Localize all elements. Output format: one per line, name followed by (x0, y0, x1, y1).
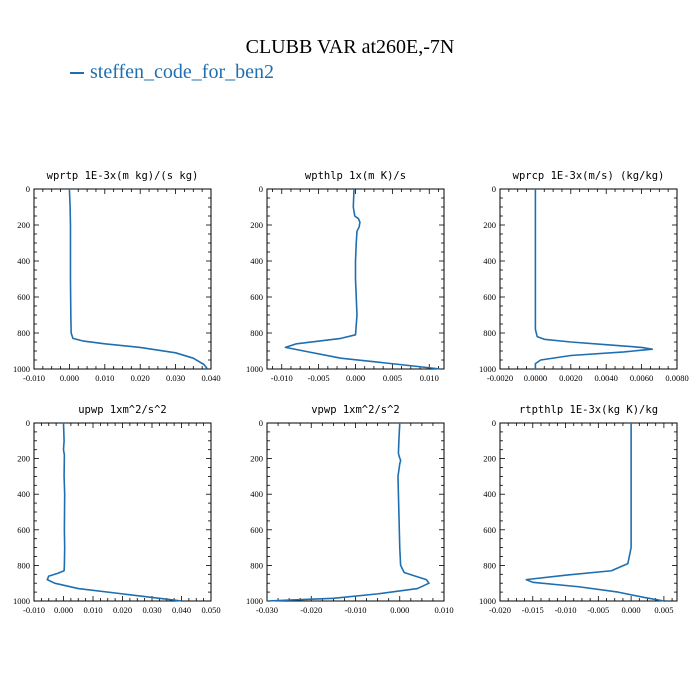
y-tick-label: 400 (17, 489, 30, 499)
x-tick-label: 0.010 (95, 373, 114, 383)
chart-panel-1: wprtp 1E-3x(m kg)/(s kg) 0 200 400 600 800 100… (13, 170, 221, 383)
series-line (46, 422, 182, 602)
chart-panel-3: wprcp 1E-3x(m/s) (kg/kg) 0 200 400 600 800 100… (479, 170, 689, 383)
x-tick-label: 0.0060 (630, 373, 653, 383)
panel-title: rtpthlp 1E-3x(kg K)/kg (519, 404, 658, 416)
series-line (284, 188, 441, 370)
x-tick-label: -0.020 (300, 605, 322, 615)
x-tick-label: -0.010 (555, 605, 577, 615)
y-tick-label: 400 (483, 256, 496, 266)
chart-panel-5: vpwp 1xm^2/s^2 0 200 400 600 800 1000-0.030 -0.… (246, 404, 454, 615)
legend-label: steffen_code_for_ben2 (90, 61, 275, 83)
x-tick-label: -0.005 (587, 605, 609, 615)
y-tick-label: 800 (17, 328, 30, 338)
y-tick-label: 400 (17, 256, 30, 266)
panel-title: upwp 1xm^2/s^2 (78, 404, 167, 416)
x-tick-label: 0.000 (346, 373, 365, 383)
x-tick-label: -0.010 (23, 605, 45, 615)
panel-title: wprcp 1E-3x(m/s) (kg/kg) (513, 170, 665, 182)
plot-frame (499, 188, 678, 370)
y-tick-label: 1000 (479, 596, 496, 606)
y-tick-label: 200 (250, 454, 263, 464)
chart-panel-2: wpthlp 1x(m K)/s 0 200 400 600 800 1000 -0.010 -… (246, 170, 445, 383)
panel-title: wprtp 1E-3x(m kg)/(s kg) (47, 170, 199, 182)
x-tick-label: 0.020 (113, 605, 132, 615)
x-tick-label: -0.0020 (487, 373, 513, 383)
panel-title: wpthlp 1x(m K)/s (305, 170, 406, 182)
y-tick-label: 200 (483, 454, 496, 464)
x-tick-label: -0.005 (308, 373, 330, 383)
x-tick-label: 0.000 (622, 605, 641, 615)
y-tick-label: 600 (250, 525, 263, 535)
y-tick-label: 800 (17, 560, 30, 570)
y-tick-label: 400 (250, 256, 263, 266)
figure-title: CLUBB VAR at260E,-7N (245, 36, 455, 58)
y-tick-label: 0 (492, 184, 496, 194)
y-tick-label: 800 (483, 560, 496, 570)
y-tick-label: 200 (250, 220, 263, 230)
x-tick-label: -0.020 (489, 605, 511, 615)
plot-frame (33, 422, 212, 602)
x-tick-label: 0.020 (131, 373, 150, 383)
y-tick-label: 600 (17, 292, 30, 302)
series-line (266, 422, 430, 602)
y-tick-label: 400 (250, 489, 263, 499)
x-tick-label: 0.040 (172, 605, 191, 615)
y-tick-label: 600 (483, 525, 496, 535)
y-tick-label: 600 (250, 292, 263, 302)
x-tick-label: 0.010 (83, 605, 102, 615)
y-tick-label: 0 (259, 418, 263, 428)
x-tick-label: 0.000 (60, 373, 79, 383)
plot-frame (266, 422, 445, 602)
x-tick-label: 0.050 (201, 605, 220, 615)
x-tick-label: 0.010 (434, 605, 453, 615)
x-tick-label: 0.030 (142, 605, 161, 615)
x-tick-label: -0.010 (271, 373, 293, 383)
y-tick-label: 600 (483, 292, 496, 302)
y-tick-label: 1000 (246, 364, 263, 374)
y-tick-label: 200 (17, 454, 30, 464)
series-line (525, 423, 665, 602)
y-tick-label: 200 (483, 220, 496, 230)
chart-panel-6: rtpthlp 1E-3x(kg K)/kg02004006008001000-… (479, 404, 678, 615)
y-tick-label: 1000 (13, 596, 30, 606)
x-tick-label: -0.010 (23, 373, 45, 383)
y-tick-label: 200 (17, 220, 30, 230)
x-tick-label: -0.030 (256, 605, 278, 615)
y-tick-label: 0 (26, 184, 30, 194)
x-tick-label: 0.040 (201, 373, 220, 383)
x-tick-label: 0.000 (54, 605, 73, 615)
x-tick-label: -0.010 (345, 605, 367, 615)
x-tick-label: 0.005 (383, 373, 402, 383)
plot-frame (499, 422, 678, 602)
x-tick-label: 0.0080 (665, 373, 688, 383)
x-tick-label: -0.015 (522, 605, 544, 615)
y-tick-label: 800 (250, 560, 263, 570)
series-line (68, 188, 209, 370)
y-tick-label: 0 (492, 418, 496, 428)
y-tick-label: 0 (26, 418, 30, 428)
panel-title: vpwp 1xm^2/s^2 (311, 404, 400, 416)
y-tick-label: 1000 (13, 364, 30, 374)
legend-line-swatch (70, 72, 84, 75)
y-tick-label: 800 (483, 328, 496, 338)
x-tick-label: 0.010 (420, 373, 439, 383)
x-tick-label: 0.030 (166, 373, 185, 383)
series-line (534, 189, 654, 369)
x-tick-label: 0.0040 (595, 373, 618, 383)
legend-entry: steffen_code_for_ben2 (70, 61, 274, 84)
x-tick-label: 0.005 (654, 605, 673, 615)
y-tick-label: 800 (250, 328, 263, 338)
chart-panel-4: upwp 1xm^2/s^2 0 200 400 600 800 1000-0.010 0.0… (13, 404, 221, 615)
x-tick-label: 0.0020 (559, 373, 582, 383)
y-tick-label: 1000 (246, 596, 263, 606)
plot-frame (33, 188, 212, 370)
y-tick-label: 400 (483, 489, 496, 499)
y-tick-label: 1000 (479, 364, 496, 374)
x-tick-label: 0.000 (390, 605, 409, 615)
y-tick-label: 0 (259, 184, 263, 194)
x-tick-label: 0.0000 (524, 373, 547, 383)
y-tick-label: 600 (17, 525, 30, 535)
